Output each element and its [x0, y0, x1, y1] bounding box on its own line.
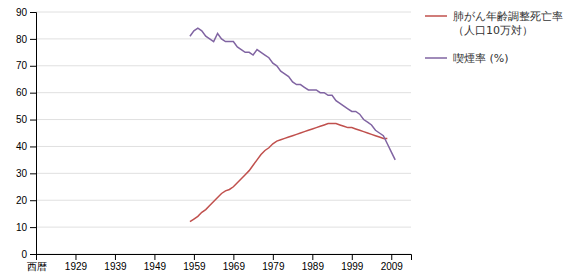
- legend: 肺がん年齢調整死亡率（人口10万対） 喫煙率 (%): [425, 10, 563, 65]
- y-tick-mark: [30, 66, 36, 67]
- x-tick-label: 2009: [381, 261, 404, 272]
- y-tick: 0: [21, 249, 36, 260]
- series-line: [190, 124, 387, 222]
- y-tick-mark: [30, 173, 36, 174]
- x-tick-mark: [194, 254, 195, 260]
- y-tick-label: 70: [16, 60, 28, 71]
- x-tick: 1999: [341, 254, 364, 272]
- grid-line: [36, 38, 411, 39]
- x-tick-mark: [115, 254, 116, 260]
- y-tick-mark: [30, 12, 36, 13]
- y-tick-mark: [30, 254, 36, 255]
- y-tick-label: 90: [16, 7, 28, 18]
- x-tick: 西暦: [27, 254, 47, 272]
- x-tick-label: 1939: [104, 261, 127, 272]
- y-tick: 60: [16, 87, 36, 98]
- y-tick-label: 0: [21, 249, 27, 260]
- y-tick: 70: [16, 60, 36, 71]
- y-tick-label: 20: [16, 195, 28, 206]
- x-tick: 1989: [302, 254, 325, 272]
- x-tick: 2009: [381, 254, 404, 272]
- grid-line: [36, 200, 411, 201]
- series-line: [190, 28, 395, 160]
- x-tick-label: 西暦: [27, 261, 47, 272]
- x-tick-label: 1999: [341, 261, 364, 272]
- x-tick: 1949: [144, 254, 167, 272]
- x-tick: 1929: [65, 254, 88, 272]
- x-tick-label: 1959: [183, 261, 206, 272]
- y-tick-label: 10: [16, 222, 28, 233]
- x-tick-mark: [273, 254, 274, 260]
- legend-swatch: [425, 57, 447, 59]
- grid-line: [36, 65, 411, 66]
- y-tick-label: 40: [16, 141, 28, 152]
- y-tick: 90: [16, 7, 36, 18]
- y-tick: 80: [16, 34, 36, 45]
- grid-line: [36, 92, 411, 93]
- lines: [190, 28, 395, 222]
- legend-label: 喫煙率 (%): [453, 52, 509, 65]
- x-tick: 1959: [183, 254, 206, 272]
- y-tick-mark: [30, 39, 36, 40]
- legend-item: 肺がん年齢調整死亡率（人口10万対）: [425, 10, 563, 37]
- chart-svg: 西暦19291939194919591969197919891999200901…: [0, 0, 576, 280]
- y-tick: 20: [16, 195, 36, 206]
- grid-line: [36, 12, 411, 13]
- x-tick-label: 1949: [144, 261, 167, 272]
- y-tick-mark: [30, 200, 36, 201]
- x-axis: 西暦 1929 1939 1949 1959 1969 1979 1989 1999 2009: [27, 254, 412, 272]
- plot-area: 西暦19291939194919591969197919891999200901…: [16, 7, 412, 272]
- x-tick-mark: [312, 254, 313, 260]
- x-axis-line: [37, 255, 412, 261]
- x-tick: 1939: [104, 254, 127, 272]
- x-tick-label: 1929: [65, 261, 88, 272]
- legend-swatch: [425, 15, 447, 17]
- x-tick-mark: [391, 254, 392, 260]
- y-axis-line: [30, 13, 37, 255]
- y-tick-label: 30: [16, 168, 28, 179]
- legend-item: 喫煙率 (%): [425, 52, 509, 65]
- y-tick: 50: [16, 114, 36, 125]
- y-tick-mark: [30, 227, 36, 228]
- legend-label: 肺がん年齢調整死亡率（人口10万対）: [453, 10, 563, 37]
- y-tick: 30: [16, 168, 36, 179]
- y-tick-label: 80: [16, 34, 28, 45]
- y-tick-mark: [30, 146, 36, 147]
- grid: [36, 12, 411, 254]
- y-tick-mark: [30, 93, 36, 94]
- y-tick-label: 50: [16, 114, 28, 125]
- y-axis: 0 10 20 30 40 50 60 70 80 90: [16, 7, 37, 260]
- y-tick-mark: [30, 120, 36, 121]
- x-tick-mark: [75, 254, 76, 260]
- grid-line: [36, 119, 411, 120]
- x-tick-mark: [154, 254, 155, 260]
- x-tick-mark: [352, 254, 353, 260]
- grid-line: [36, 173, 411, 174]
- x-tick-label: 1969: [223, 261, 246, 272]
- x-tick-label: 1989: [302, 261, 325, 272]
- y-tick: 10: [16, 222, 36, 233]
- x-tick-label: 1979: [262, 261, 285, 272]
- y-tick: 40: [16, 141, 36, 152]
- grid-line: [36, 227, 411, 228]
- x-tick: 1979: [262, 254, 285, 272]
- grid-line: [36, 146, 411, 147]
- x-tick: 1969: [223, 254, 246, 272]
- x-tick-mark: [233, 254, 234, 260]
- chart-container: 西暦19291939194919591969197919891999200901…: [0, 0, 576, 280]
- y-tick-label: 60: [16, 87, 28, 98]
